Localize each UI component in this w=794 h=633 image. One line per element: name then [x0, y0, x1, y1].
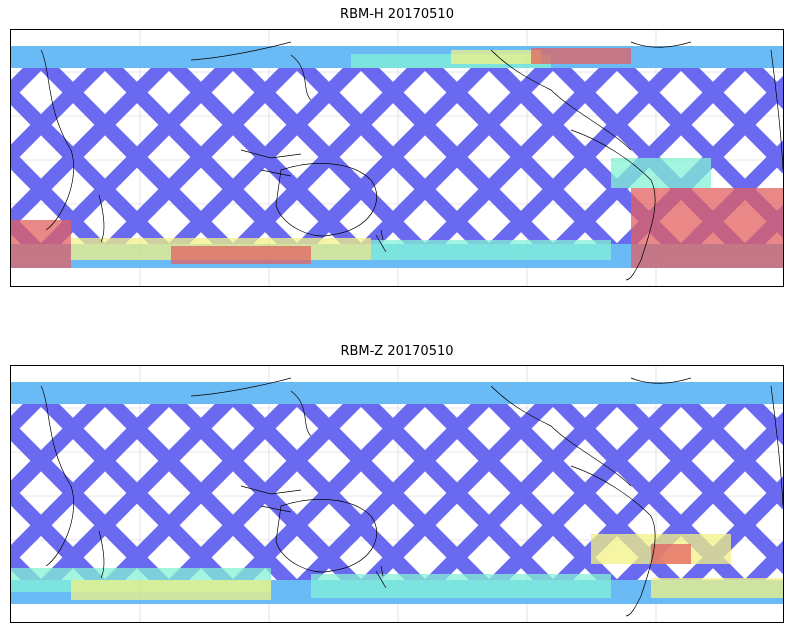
north-band [11, 382, 783, 404]
swath-descending [11, 46, 66, 102]
swath-descending [11, 46, 130, 166]
coastline-path [40, 385, 75, 567]
retrieval-hotspot [171, 246, 311, 264]
coastline-path [375, 565, 387, 589]
retrieval-hotspot [71, 580, 271, 600]
retrieval-hotspot [611, 158, 711, 188]
coastlines [40, 41, 783, 281]
retrieval-hotspot [651, 578, 783, 598]
coastline-path [190, 377, 312, 437]
coastlines [40, 377, 783, 617]
swath-tracks [11, 382, 783, 604]
swath-tracks [11, 46, 783, 268]
swath-ascending [720, 46, 783, 110]
swath-descending [11, 382, 66, 438]
retrieval-hotspot [311, 574, 611, 598]
coastline-path [770, 385, 783, 507]
coastline-path [570, 465, 656, 617]
coastline-path [40, 49, 75, 231]
coastline-path [490, 385, 632, 487]
coastline-path [98, 530, 105, 579]
retrieval-hotspot [451, 50, 541, 64]
coastline-path [275, 163, 377, 237]
coastline-path [630, 377, 692, 384]
swath-map-rbm-z [11, 366, 783, 622]
retrieval-hotspot [651, 544, 691, 564]
coastline-path [240, 149, 302, 177]
retrieval-hotspot [631, 188, 783, 268]
panel-title-rbm-z: RBM-Z 20170510 [340, 344, 454, 359]
panel-title-rbm-h: RBM-H 20170510 [340, 7, 454, 22]
coastline-path [630, 41, 692, 48]
coastline-path [570, 129, 656, 281]
retrieval-hotspot [11, 220, 71, 268]
coastline-path [190, 41, 312, 101]
map-panel-rbm-h [10, 29, 784, 287]
swath-ascending [720, 382, 783, 446]
retrieval-hotspot [371, 240, 611, 260]
coastline-path [275, 499, 377, 573]
retrieval-hotspot [531, 48, 631, 64]
coastline-path [770, 49, 783, 171]
coastline-path [240, 485, 302, 513]
coastline-path [375, 229, 387, 253]
coastline-path [490, 49, 632, 151]
swath-map-rbm-h [11, 30, 783, 286]
map-panel-rbm-z [10, 365, 784, 623]
swath-descending [11, 382, 130, 502]
coastline-path [98, 194, 105, 243]
